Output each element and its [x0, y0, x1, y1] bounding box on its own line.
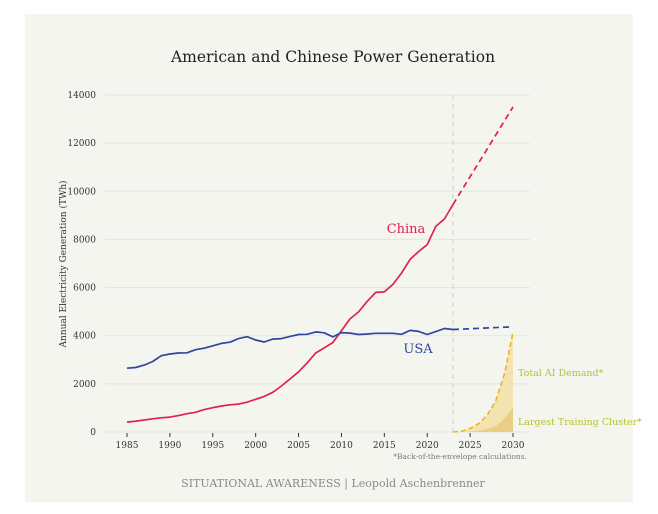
x-tick-label: 1995 [201, 441, 224, 451]
x-tick-label: 2025 [459, 441, 482, 451]
x-tick-label: 2020 [416, 441, 439, 451]
usa-projection-line [452, 325, 514, 331]
x-tick-label: 1985 [116, 441, 139, 451]
training-cluster-label: Largest Training Cluster* [518, 417, 642, 428]
y-tick-label: 10000 [67, 187, 96, 197]
x-tick-label: 2010 [330, 441, 353, 451]
y-axis-label: Annual Electricity Generation (TWh) [58, 180, 69, 348]
china-projection-line [452, 106, 514, 205]
y-tick-label: 14000 [67, 91, 96, 101]
x-tick-label: 2005 [287, 441, 310, 451]
training-cluster-area [453, 407, 513, 432]
china-line [126, 204, 454, 423]
y-tick-label: 2000 [73, 380, 96, 390]
x-tick-label: 2000 [244, 441, 267, 451]
usa-label: USA [403, 342, 433, 357]
y-tick-label: 6000 [73, 284, 96, 294]
x-tick-label: 2015 [373, 441, 396, 451]
y-tick-label: 0 [90, 428, 96, 438]
x-tick-label: 2030 [502, 441, 525, 451]
china-label: China [387, 222, 426, 237]
y-tick-label: 4000 [73, 332, 96, 342]
chart-title: American and Chinese Power Generation [170, 48, 495, 66]
usa-line [126, 327, 454, 370]
ai-demand-label: Total AI Demand* [518, 368, 604, 379]
ai-demand-area [453, 332, 513, 432]
footnote: *Back-of-the-envelope calculations. [393, 452, 527, 461]
x-tick-label: 1990 [158, 441, 181, 451]
y-tick-label: 8000 [73, 235, 96, 245]
footer-credit: SITUATIONAL AWARENESS | Leopold Aschenbr… [181, 477, 485, 491]
y-tick-label: 12000 [67, 139, 96, 149]
ai-demand-line [452, 331, 514, 433]
